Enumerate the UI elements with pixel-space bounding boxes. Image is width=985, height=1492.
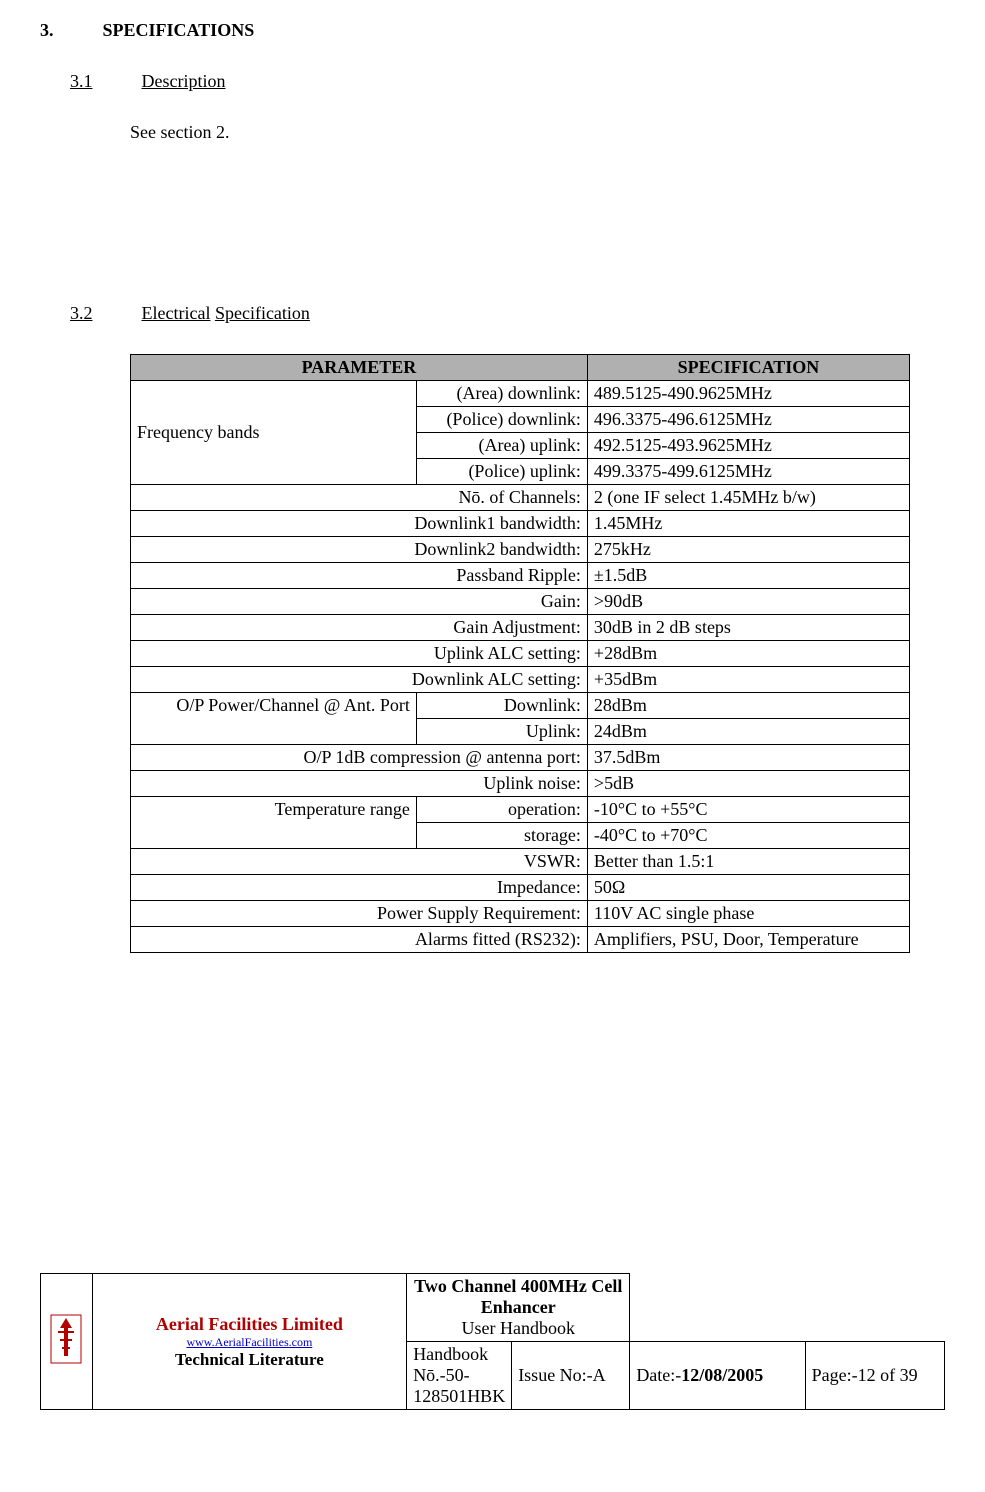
table-row: Downlink1 bandwidth: 1.45MHz (131, 511, 910, 537)
date-value: 12/08/2005 (681, 1365, 763, 1385)
section-heading: 3. SPECIFICATIONS (40, 20, 945, 41)
spec-cell: Better than 1.5:1 (587, 849, 909, 875)
footer-title: Two Channel 400MHz Cell Enhancer (413, 1276, 623, 1318)
table-row: Downlink ALC setting: +35dBm (131, 667, 910, 693)
param-cell: (Police) downlink: (416, 407, 587, 433)
table-row: Power Supply Requirement: 110V AC single… (131, 901, 910, 927)
footer-title-cell: Two Channel 400MHz Cell Enhancer User Ha… (407, 1274, 630, 1342)
spec-cell: >5dB (587, 771, 909, 797)
param-cell: Nō. of Channels: (131, 485, 588, 511)
param-cell: (Police) uplink: (416, 459, 587, 485)
spec-cell: 492.5125-493.9625MHz (587, 433, 909, 459)
table-row: Impedance: 50Ω (131, 875, 910, 901)
section-number: 3. (40, 20, 54, 40)
table-row: O/P 1dB compression @ antenna port: 37.5… (131, 745, 910, 771)
table-row: Temperature range operation: -10°C to +5… (131, 797, 910, 823)
param-cell: Gain: (131, 589, 588, 615)
spec-cell: 24dBm (587, 719, 909, 745)
spec-cell: ±1.5dB (587, 563, 909, 589)
spec-cell: 2 (one IF select 1.45MHz b/w) (587, 485, 909, 511)
table-row: Uplink noise: >5dB (131, 771, 910, 797)
param-cell: (Area) downlink: (416, 381, 587, 407)
spec-cell: +35dBm (587, 667, 909, 693)
param-cell: Uplink ALC setting: (131, 641, 588, 667)
footer-subtitle: User Handbook (413, 1318, 623, 1339)
param-cell: Downlink2 bandwidth: (131, 537, 588, 563)
spec-cell: 28dBm (587, 693, 909, 719)
handbook-number: Handbook Nō.-50-128501HBK (407, 1342, 512, 1410)
sub1-body: See section 2. (130, 122, 945, 143)
freq-bands-label: Frequency bands (131, 381, 417, 485)
table-row: VSWR: Better than 1.5:1 (131, 849, 910, 875)
subsection-2: 3.2 Electrical Specification (70, 303, 945, 324)
param-cell: VSWR: (131, 849, 588, 875)
sub1-title: Description (142, 71, 226, 91)
spec-cell: Amplifiers, PSU, Door, Temperature (587, 927, 909, 953)
param-cell: Downlink1 bandwidth: (131, 511, 588, 537)
param-cell: operation: (416, 797, 587, 823)
table-header-row: PARAMETER SPECIFICATION (131, 355, 910, 381)
param-cell: storage: (416, 823, 587, 849)
date-cell: Date:-12/08/2005 (630, 1342, 805, 1410)
table-row: Alarms fitted (RS232): Amplifiers, PSU, … (131, 927, 910, 953)
op-power-label: O/P Power/Channel @ Ant. Port (131, 693, 417, 745)
company-name: Aerial Facilities Limited (99, 1314, 401, 1335)
sub2-number: 3.2 (70, 303, 93, 323)
spec-table: PARAMETER SPECIFICATION Frequency bands … (130, 354, 910, 953)
spec-cell: 30dB in 2 dB steps (587, 615, 909, 641)
spec-cell: 499.3375-499.6125MHz (587, 459, 909, 485)
date-label: Date:- (636, 1365, 681, 1385)
param-cell: Uplink: (416, 719, 587, 745)
spec-cell: 489.5125-490.9625MHz (587, 381, 909, 407)
spec-cell: -10°C to +55°C (587, 797, 909, 823)
spec-cell: >90dB (587, 589, 909, 615)
table-row: Gain Adjustment: 30dB in 2 dB steps (131, 615, 910, 641)
issue-number: Issue No:-A (512, 1342, 630, 1410)
header-parameter: PARAMETER (131, 355, 588, 381)
sub1-number: 3.1 (70, 71, 93, 91)
param-cell: Alarms fitted (RS232): (131, 927, 588, 953)
logo-icon (41, 1274, 93, 1410)
page-cell: Page:-12 of 39 (805, 1342, 944, 1410)
header-specification: SPECIFICATION (587, 355, 909, 381)
spec-cell: 496.3375-496.6125MHz (587, 407, 909, 433)
subsection-1: 3.1 Description (70, 71, 945, 92)
table-row: Frequency bands (Area) downlink: 489.512… (131, 381, 910, 407)
sub2-title-b: Specification (215, 303, 310, 323)
param-cell: Impedance: (131, 875, 588, 901)
spec-cell: 50Ω (587, 875, 909, 901)
param-cell: (Area) uplink: (416, 433, 587, 459)
section-title: SPECIFICATIONS (103, 20, 255, 40)
table-row: Downlink2 bandwidth: 275kHz (131, 537, 910, 563)
spec-cell: 1.45MHz (587, 511, 909, 537)
param-cell: Passband Ripple: (131, 563, 588, 589)
param-cell: O/P 1dB compression @ antenna port: (131, 745, 588, 771)
spec-cell: 37.5dBm (587, 745, 909, 771)
param-cell: Power Supply Requirement: (131, 901, 588, 927)
param-cell: Gain Adjustment: (131, 615, 588, 641)
param-cell: Uplink noise: (131, 771, 588, 797)
tech-literature: Technical Literature (99, 1350, 401, 1370)
company-url: www.AerialFacilities.com (99, 1335, 401, 1350)
footer-table: Aerial Facilities Limited www.AerialFaci… (40, 1273, 945, 1410)
spec-cell: +28dBm (587, 641, 909, 667)
table-row: Uplink ALC setting: +28dBm (131, 641, 910, 667)
table-row: Passband Ripple: ±1.5dB (131, 563, 910, 589)
param-cell: Downlink ALC setting: (131, 667, 588, 693)
param-cell: Downlink: (416, 693, 587, 719)
temp-range-label: Temperature range (131, 797, 417, 849)
spec-cell: 275kHz (587, 537, 909, 563)
table-row: O/P Power/Channel @ Ant. Port Downlink: … (131, 693, 910, 719)
table-row: Nō. of Channels: 2 (one IF select 1.45MH… (131, 485, 910, 511)
spec-cell: 110V AC single phase (587, 901, 909, 927)
logo-text-cell: Aerial Facilities Limited www.AerialFaci… (92, 1274, 407, 1410)
page-label: Page:- (812, 1365, 858, 1385)
page-value: 12 of 39 (858, 1365, 918, 1385)
sub2-title-a: Electrical (142, 303, 211, 323)
spec-cell: -40°C to +70°C (587, 823, 909, 849)
table-row: Gain: >90dB (131, 589, 910, 615)
